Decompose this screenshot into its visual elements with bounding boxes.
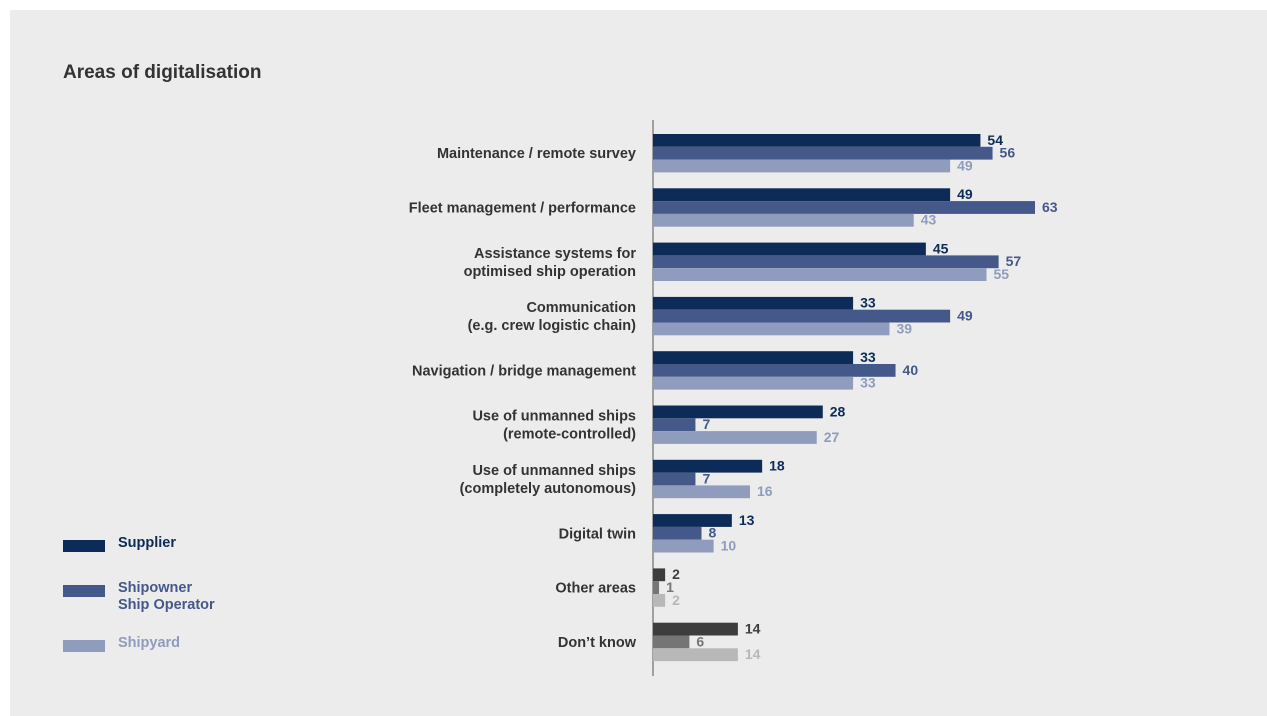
data-label-supplier-3: 33 [860,295,876,311]
data-label-shipowner-6: 7 [702,470,710,486]
data-label-supplier-6: 18 [769,458,785,474]
category-label-2: optimised ship operation [464,264,636,280]
data-label-shipowner-2: 57 [1006,253,1022,269]
legend-label-supplier: Supplier [118,535,177,551]
data-label-supplier-7: 13 [739,512,755,528]
bar-shipowner-2 [653,255,999,269]
legend-swatch-shipowner [63,585,105,597]
bar-shipyard-7 [653,539,714,553]
data-label-supplier-4: 33 [860,349,876,365]
bar-shipyard-1 [653,213,914,227]
bar-shipowner-3 [653,309,951,323]
bar-shipyard-0 [653,159,951,173]
bar-shipyard-9 [653,648,738,662]
data-label-shipowner-4: 40 [903,362,919,378]
bar-shipowner-9 [653,635,690,649]
category-label-9: Don’t know [558,635,637,651]
bar-shipowner-6 [653,472,696,486]
bar-shipyard-5 [653,431,817,444]
category-label-3: (e.g. crew logistic chain) [468,318,637,334]
bar-supplier-3 [653,296,854,310]
bar-shipowner-7 [653,526,702,540]
bar-shipowner-8 [653,581,660,594]
data-label-shipyard-3: 39 [896,320,912,336]
category-label-6: (completely autonomous) [460,481,637,497]
bar-shipowner-4 [653,364,896,377]
bar-supplier-6 [653,459,763,473]
data-label-shipowner-5: 7 [702,416,710,432]
data-label-supplier-2: 45 [933,240,949,256]
data-label-supplier-0: 54 [987,132,1003,148]
data-label-shipyard-1: 43 [921,212,937,228]
bar-shipyard-6 [653,485,751,499]
bar-supplier-1 [653,188,951,202]
data-label-shipyard-0: 49 [957,157,973,173]
bar-shipyard-8 [653,594,666,607]
data-label-shipyard-4: 33 [860,375,876,391]
category-label-5: (remote-controlled) [503,427,636,443]
bar-shipowner-5 [653,418,696,432]
category-label-6: Use of unmanned ships [472,463,636,479]
data-label-shipyard-2: 55 [993,266,1009,282]
data-label-shipyard-8: 2 [672,592,680,608]
bar-supplier-4 [653,351,854,364]
bar-supplier-7 [653,514,732,527]
category-label-3: Communication [526,300,636,316]
data-label-shipowner-7: 8 [709,525,717,541]
data-label-shipowner-8: 1 [666,579,674,595]
category-label-4: Navigation / bridge management [412,363,636,379]
bar-supplier-0 [653,134,981,147]
bar-shipowner-0 [653,146,993,160]
data-label-shipowner-9: 6 [696,633,704,649]
data-label-supplier-1: 49 [957,186,973,202]
data-label-supplier-5: 28 [830,403,846,419]
bar-shipowner-1 [653,201,1035,214]
data-label-shipyard-5: 27 [824,429,840,445]
data-label-shipyard-6: 16 [757,483,773,499]
category-label-1: Fleet management / performance [409,201,636,217]
legend-label-shipowner: Shipowner Ship Operator [118,580,215,613]
data-label-shipowner-0: 56 [1000,145,1016,161]
data-label-shipowner-3: 49 [957,308,973,324]
data-label-supplier-8: 2 [672,566,680,582]
category-label-0: Maintenance / remote survey [437,146,636,162]
bar-supplier-9 [653,622,738,636]
data-label-shipyard-9: 14 [745,646,761,662]
legend-swatch-supplier [63,540,105,552]
legend-label-shipyard: Shipyard [118,635,181,651]
chart-title: Areas of digitalisation [63,62,262,83]
bar-supplier-5 [653,405,823,419]
category-label-2: Assistance systems for [474,246,636,262]
bar-shipyard-2 [653,268,987,281]
chart-panel [10,10,1267,716]
data-label-supplier-9: 14 [745,621,761,637]
data-label-shipowner-1: 63 [1042,199,1058,215]
category-label-8: Other areas [555,581,636,597]
bar-supplier-8 [653,568,666,582]
bar-shipyard-3 [653,322,890,336]
bar-supplier-2 [653,242,926,256]
category-label-5: Use of unmanned ships [472,409,636,425]
data-label-shipyard-7: 10 [721,538,737,554]
legend-swatch-shipyard [63,640,105,652]
bar-shipyard-4 [653,376,854,390]
category-label-7: Digital twin [559,526,636,542]
